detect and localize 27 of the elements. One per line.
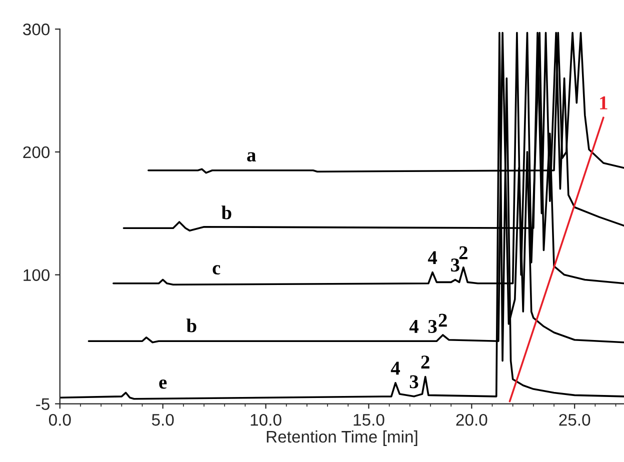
line-series <box>60 32 624 400</box>
annotation: 1 <box>600 96 608 110</box>
x-tick-label: 20.0 <box>456 414 488 426</box>
x-tick-label: 10.0 <box>250 414 282 426</box>
series-label: b <box>186 318 196 332</box>
annotation: 3 <box>410 375 418 388</box>
series-label: c <box>212 265 220 275</box>
annotation: 4 <box>428 251 438 264</box>
y-tick-label: 100 <box>24 269 50 281</box>
series-label: b <box>222 206 232 220</box>
annotation: 3 <box>451 258 460 272</box>
y-tick-label: 300 <box>23 24 50 36</box>
annotation: 2 <box>459 246 468 260</box>
annotation: 2 <box>421 356 430 368</box>
annotation: 4 <box>390 362 400 375</box>
annotation: 3 <box>428 320 437 334</box>
y-tick-label: 200 <box>23 146 50 158</box>
annotation: 4 <box>409 320 419 333</box>
x-tick-label: 5.0 <box>152 414 174 426</box>
x-axis-title: Retention Time [min] <box>266 430 418 446</box>
series-label: a <box>247 152 256 162</box>
annotation: 2 <box>438 314 447 327</box>
x-tick-label: 15.0 <box>354 414 384 426</box>
x-tick-label: 25.0 <box>559 414 590 426</box>
x-tick-label: 0.0 <box>48 414 71 426</box>
y-tick-label: -5 <box>36 398 50 410</box>
series-label: e <box>159 379 167 389</box>
